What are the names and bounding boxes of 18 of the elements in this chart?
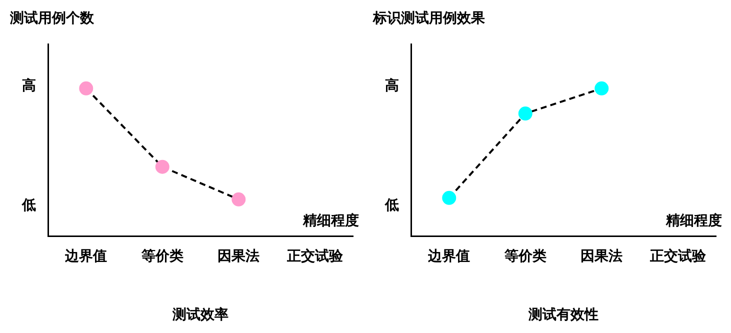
x-tick-label: 正交试验 [648,247,707,264]
y-axis-title: 标识测试用例效果 [372,10,486,27]
x-axis-title: 精细程度 [665,212,722,230]
text: 高 [385,76,399,94]
y-axis-title: 测试用例个数 [9,10,95,27]
text: 低 [21,197,36,214]
text: 高 [22,76,36,94]
text: 测试有效性 [528,307,598,324]
x-tick-label: 因果法 [218,248,260,264]
x-tick-label: 边界值 [427,248,470,264]
x-tick-label: 边界值 [64,248,108,264]
x-tick-label: 等价类 [503,248,546,264]
x-tick-label: 正交试验 [286,247,344,264]
text: 低 [384,197,399,214]
text: 测试效率 [172,306,228,324]
x-tick-label: 因果法 [580,248,623,264]
x-axis-title: 精细程度 [302,212,359,230]
x-tick-label: 等价类 [140,248,184,264]
